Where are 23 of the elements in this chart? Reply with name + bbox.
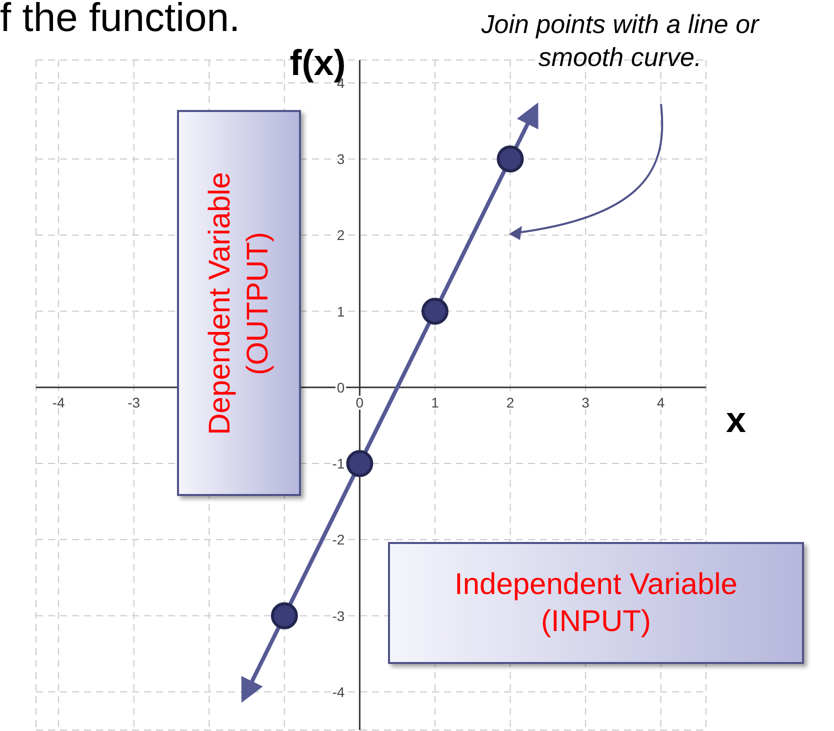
callout-box: Independent Variable (INPUT) [388,542,804,664]
x-axis-title: x [726,399,746,442]
y-tick-label: -1 [332,456,345,472]
y-tick-label: 3 [336,150,345,167]
y-tick-label: -2 [332,532,345,548]
point [496,146,524,172]
chart-title: f the function. [0,0,240,41]
point [346,450,374,477]
x-tick-label: 3 [582,394,590,410]
x-tick-label: 4 [656,394,665,410]
y-tick-label: 1 [336,303,345,320]
point [421,298,448,325]
point [270,602,298,630]
x-tick-label: 1 [431,394,440,410]
y-tick-label: -4 [332,684,345,700]
y-tick-label: 2 [336,227,345,244]
annotation: Join points with a line or smooth curve. [480,8,760,73]
callout-box: Dependent Variable (OUTPUT) [177,110,301,496]
y-tick-label: -3 [332,608,345,624]
annotation: Dependent Variable (OUTPUT) [202,170,275,436]
x-tick-label: 2 [506,394,514,410]
x-tick-label: -4 [52,394,66,410]
x-tick-label: -3 [128,394,140,410]
